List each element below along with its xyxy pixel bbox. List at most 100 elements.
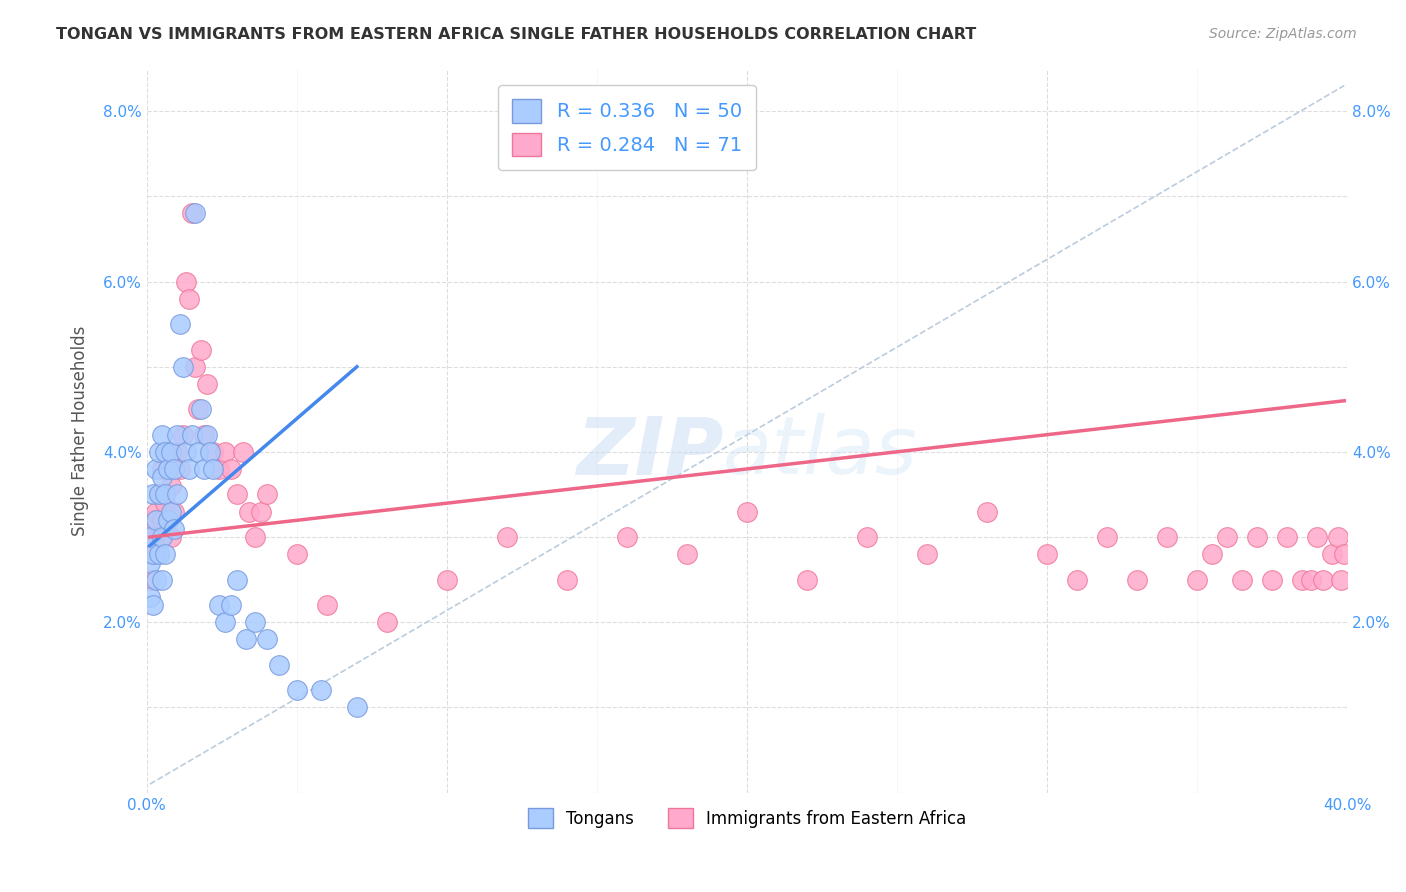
Point	[616, 530, 638, 544]
Point	[160, 530, 183, 544]
Point	[976, 504, 998, 518]
Point	[145, 504, 167, 518]
Point	[145, 573, 167, 587]
Point	[256, 632, 278, 647]
Point	[180, 427, 202, 442]
Point	[148, 487, 170, 501]
Point	[856, 530, 879, 544]
Point	[184, 206, 207, 220]
Point	[219, 462, 242, 476]
Point	[915, 547, 938, 561]
Point	[166, 487, 188, 501]
Point	[316, 599, 339, 613]
Point	[285, 683, 308, 698]
Point	[187, 445, 209, 459]
Point	[142, 599, 165, 613]
Point	[193, 427, 215, 442]
Point	[676, 547, 699, 561]
Point	[1216, 530, 1239, 544]
Point	[150, 513, 173, 527]
Point	[1327, 530, 1350, 544]
Point	[163, 504, 186, 518]
Point	[1066, 573, 1088, 587]
Point	[250, 504, 273, 518]
Point	[201, 445, 224, 459]
Point	[436, 573, 458, 587]
Point	[195, 427, 218, 442]
Point	[153, 445, 176, 459]
Point	[153, 496, 176, 510]
Point	[1187, 573, 1209, 587]
Point	[285, 547, 308, 561]
Point	[172, 427, 194, 442]
Point	[225, 573, 247, 587]
Point	[150, 462, 173, 476]
Point	[267, 657, 290, 672]
Point	[139, 573, 162, 587]
Point	[1156, 530, 1178, 544]
Point	[145, 547, 167, 561]
Point	[177, 462, 200, 476]
Point	[555, 573, 578, 587]
Point	[156, 462, 179, 476]
Point	[148, 530, 170, 544]
Point	[214, 445, 236, 459]
Point	[148, 487, 170, 501]
Point	[1291, 573, 1313, 587]
Point	[208, 599, 231, 613]
Point	[142, 513, 165, 527]
Point	[139, 530, 162, 544]
Point	[214, 615, 236, 630]
Point	[142, 547, 165, 561]
Point	[225, 487, 247, 501]
Point	[1246, 530, 1268, 544]
Point	[187, 402, 209, 417]
Point	[1201, 547, 1223, 561]
Point	[184, 359, 207, 374]
Point	[150, 470, 173, 484]
Point	[169, 317, 191, 331]
Point	[1232, 573, 1254, 587]
Point	[238, 504, 260, 518]
Point	[150, 573, 173, 587]
Point	[1330, 573, 1353, 587]
Point	[1322, 547, 1344, 561]
Point	[1312, 573, 1334, 587]
Point	[160, 504, 183, 518]
Point	[1261, 573, 1284, 587]
Point	[1277, 530, 1299, 544]
Point	[177, 292, 200, 306]
Point	[174, 275, 197, 289]
Point	[243, 615, 266, 630]
Point	[735, 504, 758, 518]
Text: ZIP: ZIP	[575, 413, 723, 491]
Point	[195, 376, 218, 391]
Point	[190, 402, 212, 417]
Point	[163, 522, 186, 536]
Point	[1306, 530, 1329, 544]
Point	[169, 462, 191, 476]
Legend: Tongans, Immigrants from Eastern Africa: Tongans, Immigrants from Eastern Africa	[522, 801, 973, 835]
Point	[156, 513, 179, 527]
Point	[243, 530, 266, 544]
Point	[1126, 573, 1149, 587]
Point	[198, 445, 221, 459]
Point	[150, 530, 173, 544]
Point	[235, 632, 257, 647]
Point	[1301, 573, 1323, 587]
Point	[346, 700, 368, 714]
Point	[208, 462, 231, 476]
Point	[1095, 530, 1118, 544]
Point	[150, 427, 173, 442]
Point	[145, 462, 167, 476]
Point	[139, 590, 162, 604]
Point	[160, 479, 183, 493]
Point	[496, 530, 519, 544]
Point	[156, 462, 179, 476]
Point	[201, 462, 224, 476]
Point	[153, 487, 176, 501]
Point	[142, 547, 165, 561]
Y-axis label: Single Father Households: Single Father Households	[72, 326, 89, 536]
Text: Source: ZipAtlas.com: Source: ZipAtlas.com	[1209, 27, 1357, 41]
Point	[139, 556, 162, 570]
